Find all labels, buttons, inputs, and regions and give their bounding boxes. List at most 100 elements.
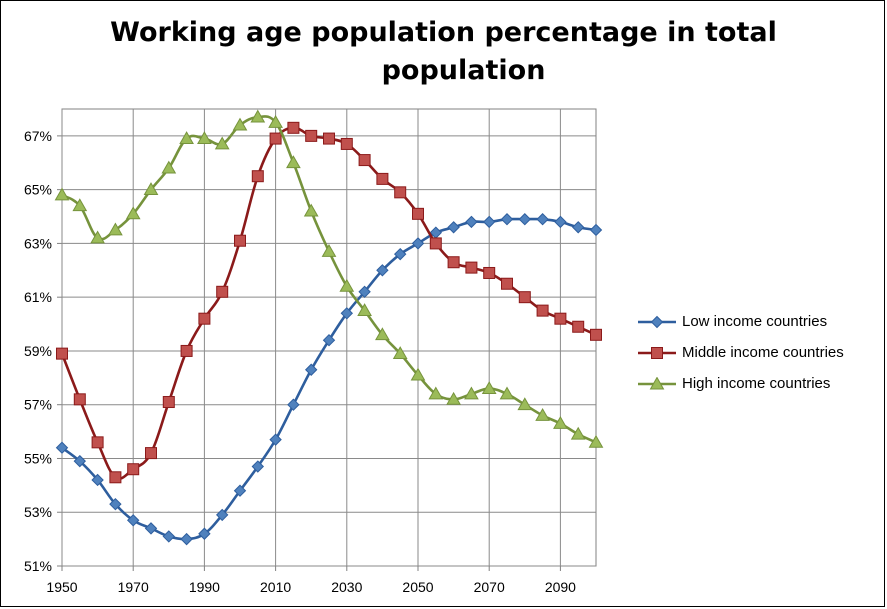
data-point-middle-income — [483, 266, 496, 279]
data-point-high-income — [481, 381, 497, 394]
data-point-high-income — [72, 198, 88, 212]
data-point-middle-income — [376, 172, 389, 185]
data-point-high-income — [392, 346, 408, 360]
legend-swatch-low-income — [638, 315, 676, 328]
data-point-middle-income — [109, 471, 122, 484]
data-point-low-income — [411, 237, 425, 250]
legend-label-middle-income: Middle income countries — [682, 344, 844, 361]
x-tick-label: 2050 — [402, 579, 433, 595]
chart-title-line-2: population — [381, 55, 546, 86]
data-point-low-income — [55, 441, 69, 454]
data-point-low-income — [393, 247, 407, 261]
y-tick-label: 67% — [24, 128, 52, 144]
x-tick-label: 2090 — [545, 579, 576, 595]
data-point-middle-income — [251, 170, 264, 183]
y-tick-label: 53% — [24, 504, 52, 520]
data-point-low-income — [198, 527, 211, 540]
data-point-low-income — [287, 398, 300, 411]
data-point-middle-income — [73, 393, 86, 406]
data-point-middle-income — [234, 234, 246, 247]
data-point-middle-income — [216, 285, 229, 298]
data-point-low-income — [73, 454, 87, 468]
data-point-middle-income — [56, 347, 68, 360]
data-point-high-income — [570, 426, 586, 440]
data-point-middle-income — [162, 396, 175, 409]
y-tick-label: 65% — [24, 182, 52, 198]
x-tick-label: 2010 — [260, 579, 291, 595]
data-point-middle-income — [340, 137, 353, 150]
data-point-high-income — [125, 206, 141, 220]
data-point-middle-income — [127, 463, 140, 476]
legend-swatch-middle-income — [638, 346, 676, 359]
legend-label-low-income: Low income countries — [682, 313, 828, 330]
data-point-high-income — [321, 243, 337, 257]
x-tick-label: 2070 — [474, 579, 505, 595]
data-point-high-income — [161, 160, 177, 174]
data-point-middle-income — [429, 237, 442, 250]
data-point-low-income — [162, 530, 176, 543]
data-point-low-income — [500, 213, 514, 226]
data-point-low-income — [571, 221, 585, 234]
data-point-high-income — [250, 109, 266, 123]
data-point-low-income — [269, 433, 282, 446]
series-line-middle-income — [60, 126, 597, 480]
data-point-middle-income — [518, 291, 531, 304]
data-point-middle-income — [536, 304, 549, 317]
data-point-high-income — [303, 203, 319, 217]
data-point-middle-income — [198, 312, 211, 325]
data-point-low-income — [215, 508, 229, 522]
data-point-high-income — [410, 367, 426, 381]
data-point-low-income — [126, 514, 140, 527]
legend-item-high-income: High income countries — [636, 368, 881, 399]
data-point-high-income — [108, 222, 123, 236]
chart-title-line-1: Working age population percentage in tot… — [110, 17, 777, 48]
data-point-high-income — [197, 131, 212, 144]
data-point-low-income — [589, 223, 603, 237]
y-tick-label: 61% — [24, 289, 52, 305]
data-point-middle-income — [358, 154, 371, 167]
data-point-high-income — [517, 397, 533, 411]
chart-legend: Low income countries Middle income countr… — [636, 306, 881, 399]
x-tick-label: 1950 — [46, 579, 77, 595]
data-point-low-income — [536, 213, 549, 226]
y-tick-label: 59% — [24, 343, 52, 359]
data-point-middle-income — [287, 121, 300, 134]
legend-label-high-income: High income countries — [682, 375, 831, 392]
data-point-middle-income — [269, 132, 282, 145]
data-point-high-income — [232, 117, 248, 131]
data-point-middle-income — [180, 344, 193, 357]
data-point-low-income — [554, 215, 567, 229]
data-point-low-income — [358, 285, 371, 299]
data-point-middle-income — [91, 436, 104, 449]
data-point-low-income — [304, 363, 318, 376]
data-point-high-income — [54, 187, 70, 201]
y-tick-label: 55% — [24, 450, 52, 466]
x-tick-label: 2030 — [331, 579, 362, 595]
data-point-high-income — [553, 416, 568, 429]
data-point-low-income — [109, 497, 122, 511]
legend-item-low-income: Low income countries — [636, 306, 881, 337]
series-line-low-income — [61, 217, 597, 541]
data-point-low-income — [91, 473, 104, 487]
data-point-low-income — [180, 532, 193, 546]
data-point-high-income — [179, 131, 194, 144]
data-point-low-income — [144, 522, 158, 535]
data-point-low-income — [322, 333, 336, 347]
data-point-low-income — [376, 264, 389, 277]
series-line-high-income — [61, 115, 597, 444]
data-point-middle-income — [465, 261, 478, 274]
data-point-high-income — [90, 230, 105, 244]
x-tick-label: 1970 — [118, 579, 149, 595]
data-point-middle-income — [145, 447, 157, 460]
data-point-low-income — [482, 215, 496, 229]
data-point-middle-income — [590, 328, 602, 341]
data-point-low-income — [233, 484, 247, 497]
y-tick-label: 51% — [24, 558, 52, 574]
data-point-low-income — [447, 221, 460, 234]
data-point-high-income — [143, 182, 159, 196]
legend-swatch-high-income — [638, 376, 676, 389]
legend-item-middle-income: Middle income countries — [636, 337, 881, 368]
y-tick-label: 57% — [24, 397, 52, 413]
